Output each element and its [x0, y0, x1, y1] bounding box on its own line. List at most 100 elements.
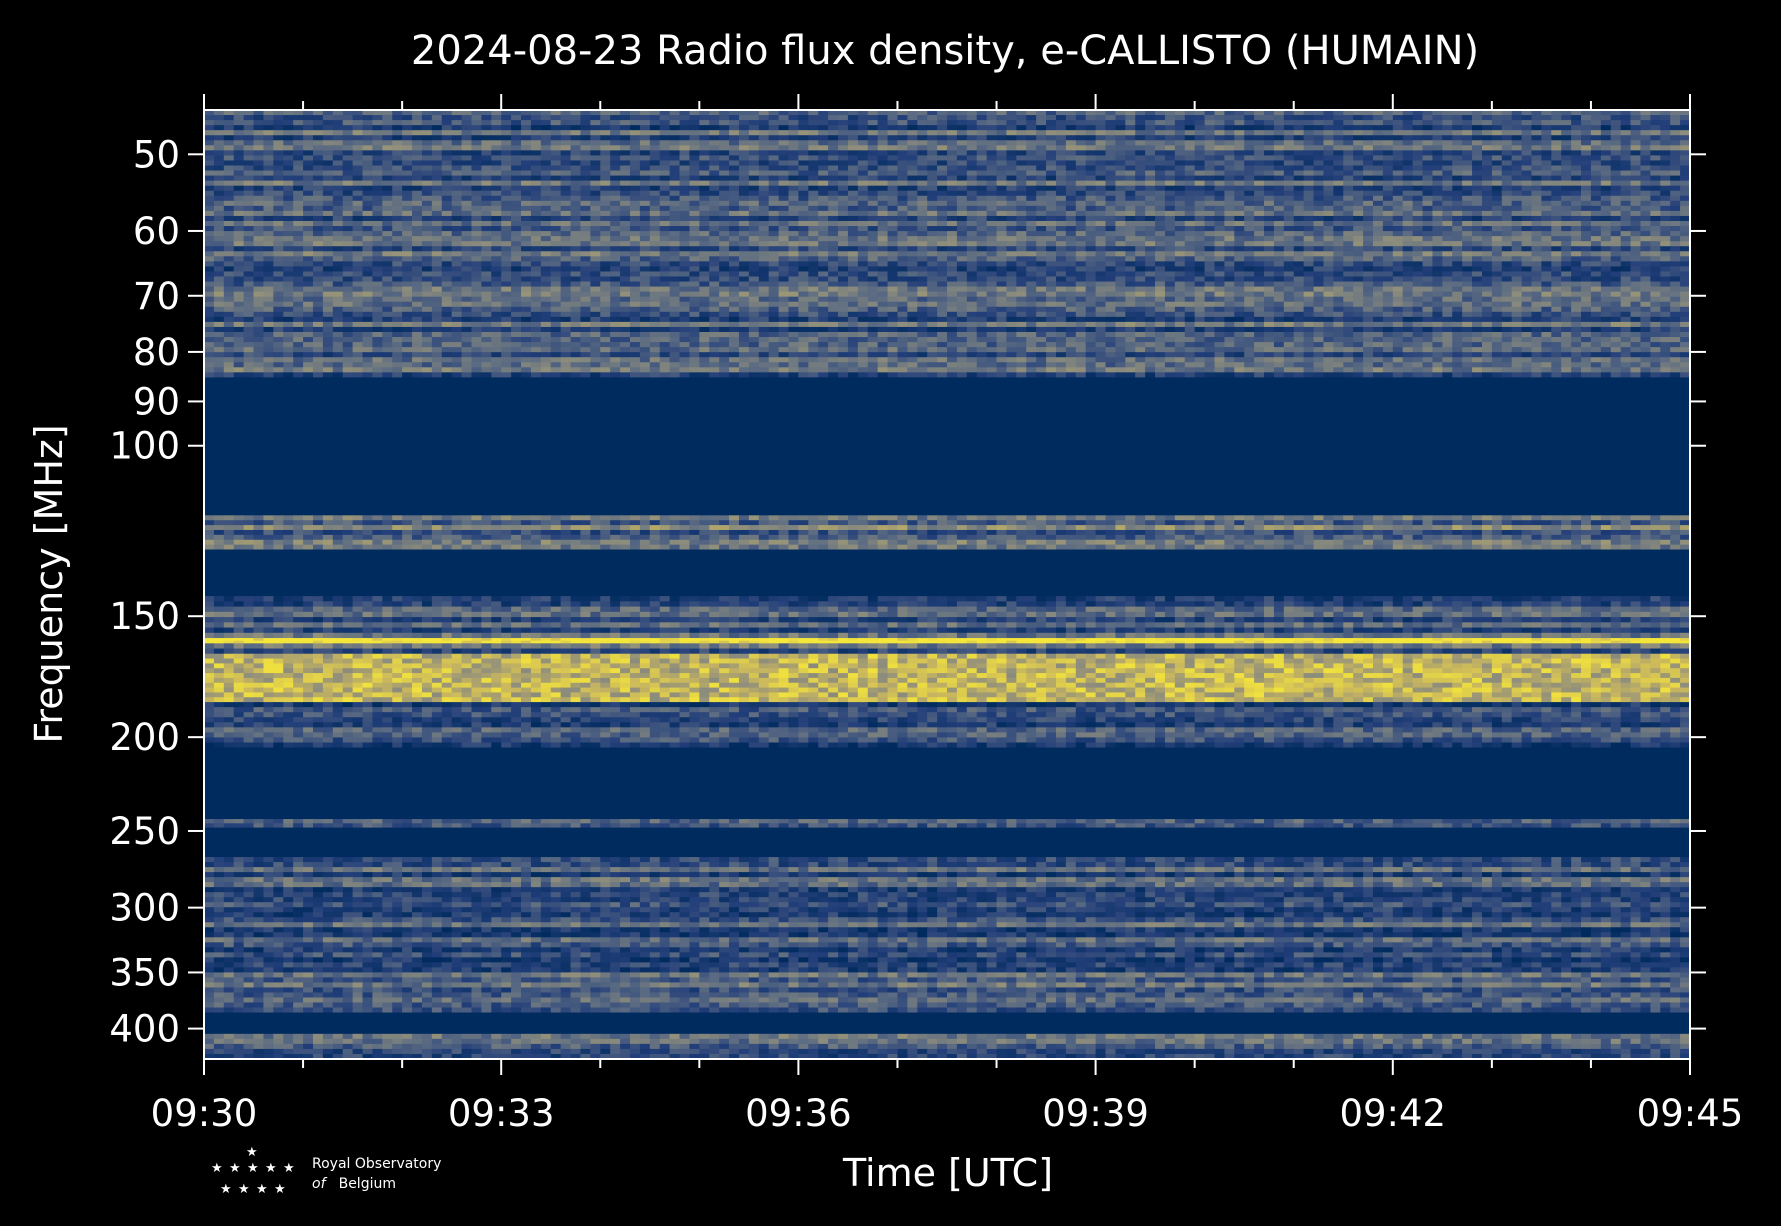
heatmap-cell [1650, 180, 1661, 187]
heatmap-cell [1006, 266, 1017, 273]
heatmap-cell [649, 246, 661, 252]
heatmap-cell [1392, 226, 1404, 232]
heatmap-cell [1452, 256, 1463, 262]
heatmap-cell [412, 160, 423, 167]
heatmap-cell [887, 200, 899, 207]
heatmap-cell [1125, 200, 1136, 207]
heatmap-cell [798, 226, 809, 232]
heatmap-cell [1590, 226, 1602, 232]
heatmap-cell [1174, 261, 1186, 268]
heatmap-cell [243, 185, 255, 192]
heatmap-cell [1075, 241, 1087, 247]
heatmap-cell [481, 256, 492, 262]
heatmap-cell [1283, 205, 1295, 212]
heatmap-cell [1303, 155, 1315, 162]
heatmap-cell [233, 226, 245, 232]
heatmap-cell [1273, 175, 1285, 182]
heatmap-cell [1184, 125, 1196, 131]
heatmap-cell [1303, 226, 1315, 232]
heatmap-cell [293, 205, 304, 212]
heatmap-cell [828, 170, 839, 177]
heatmap-cell [1293, 271, 1305, 278]
heatmap-cell [1293, 200, 1305, 207]
heatmap-cell [927, 221, 938, 227]
heatmap-cell [342, 110, 354, 116]
heatmap-cell [540, 226, 552, 232]
heatmap-cell [1194, 271, 1206, 278]
heatmap-cell [243, 221, 255, 227]
heatmap-cell [1174, 180, 1186, 187]
heatmap-cell [1164, 145, 1176, 151]
heatmap-cell [243, 190, 255, 197]
heatmap-cell [1521, 246, 1533, 252]
heatmap-cell [1353, 165, 1364, 172]
heatmap-cell [729, 190, 740, 197]
heatmap-cell [530, 231, 542, 237]
heatmap-cell [352, 135, 364, 141]
heatmap-cell [1244, 195, 1255, 202]
heatmap-cell [808, 195, 819, 202]
heatmap-cell [1670, 180, 1681, 187]
heatmap-cell [1343, 135, 1354, 141]
heatmap-cell [828, 125, 839, 131]
heatmap-cell [1313, 115, 1325, 121]
heatmap-cells [204, 110, 1691, 1060]
heatmap-cell [1164, 165, 1176, 172]
heatmap-cell [917, 180, 928, 187]
heatmap-cell [382, 115, 393, 121]
heatmap-cell [491, 110, 502, 116]
heatmap-cell [1541, 200, 1552, 207]
heatmap-cell [639, 110, 651, 116]
heatmap-cell [689, 110, 700, 116]
heatmap-cell [1046, 251, 1057, 257]
heatmap-cell [1145, 110, 1156, 116]
heatmap-cell [362, 160, 374, 167]
heatmap-cell [1590, 125, 1602, 131]
heatmap-cell [1214, 155, 1225, 162]
heatmap-cell [451, 226, 463, 232]
heatmap-cell [1620, 221, 1632, 227]
heatmap-cell [1650, 205, 1661, 212]
heatmap-cell [1224, 210, 1235, 217]
heatmap-cell [1036, 125, 1047, 131]
heatmap-cell [1590, 246, 1602, 252]
heatmap-cell [738, 155, 750, 162]
heatmap-cell [768, 226, 780, 232]
heatmap-cell [947, 115, 958, 121]
heatmap-cell [1452, 251, 1463, 257]
heatmap-cell [283, 145, 294, 151]
heatmap-cell [1491, 120, 1503, 126]
heatmap-cell [1412, 160, 1424, 167]
heatmap-cell [956, 110, 968, 116]
heatmap-cell [610, 110, 621, 116]
heatmap-cell [1065, 251, 1077, 257]
heatmap-cell [1145, 170, 1156, 177]
heatmap-cell [550, 145, 562, 151]
heatmap-cell [1046, 160, 1057, 167]
heatmap-cell [927, 251, 938, 257]
heatmap-cell [382, 195, 393, 202]
heatmap-cell [808, 271, 819, 278]
heatmap-cell [1551, 175, 1562, 182]
heatmap-cell [530, 155, 542, 162]
heatmap-cell [1531, 231, 1542, 237]
heatmap-cell [966, 110, 978, 116]
heatmap-cell [788, 165, 799, 172]
heatmap-cell [1501, 190, 1513, 197]
heatmap-cell [1303, 160, 1315, 167]
heatmap-cell [560, 145, 572, 151]
heatmap-cell [897, 236, 908, 242]
heatmap-cell [738, 185, 750, 192]
heatmap-cell [1323, 271, 1334, 278]
heatmap-cell [1075, 170, 1087, 177]
heatmap-cell [431, 241, 443, 247]
heatmap-cell [669, 236, 681, 242]
heatmap-cell [1363, 180, 1374, 187]
heatmap-cell [1422, 205, 1434, 212]
heatmap-cell [441, 130, 453, 136]
heatmap-cell [1590, 150, 1602, 157]
heatmap-cell [808, 175, 819, 182]
heatmap-cell [501, 155, 512, 162]
heatmap-cell [402, 115, 413, 121]
heatmap-cell [431, 271, 443, 278]
